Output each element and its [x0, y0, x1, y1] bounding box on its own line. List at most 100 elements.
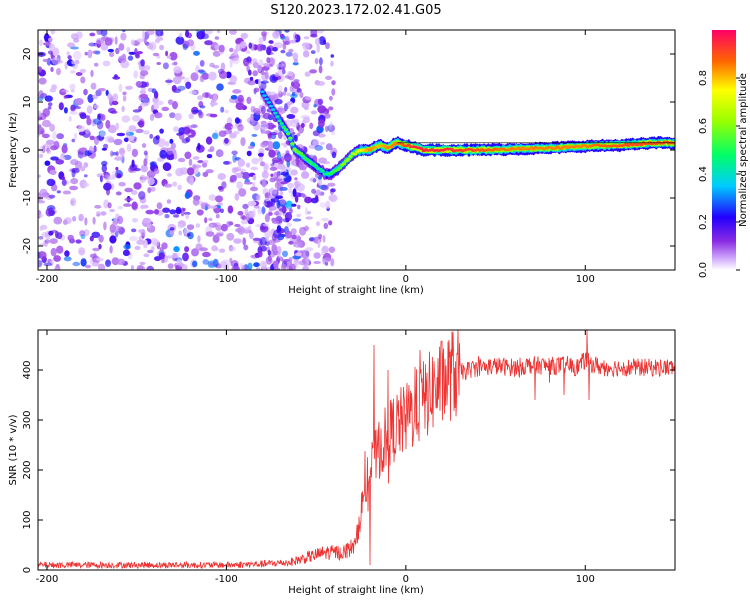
- y-tick-label: 10: [22, 96, 33, 109]
- noise-blob: [166, 55, 172, 59]
- noise-blob: [322, 39, 327, 45]
- noise-blob: [288, 240, 294, 245]
- noise-blob: [241, 215, 247, 221]
- ridge-cell: [639, 143, 644, 146]
- noise-blob: [330, 258, 335, 267]
- noise-blob: [137, 265, 146, 270]
- noise-blob: [75, 72, 83, 76]
- noise-blob: [134, 48, 138, 55]
- noise-blob: [229, 58, 233, 68]
- noise-blob: [234, 193, 240, 201]
- noise-blob: [150, 246, 155, 251]
- noise-blob: [38, 174, 41, 178]
- noise-blob: [238, 188, 247, 197]
- noise-blob: [243, 77, 252, 84]
- noise-blob: [92, 216, 96, 225]
- noise-blob: [264, 70, 269, 80]
- noise-blob: [297, 235, 302, 243]
- noise-blob: [292, 62, 299, 66]
- noise-blob: [220, 223, 228, 232]
- noise-blob: [128, 125, 137, 132]
- noise-blob: [80, 234, 86, 240]
- noise-blob: [328, 220, 333, 226]
- noise-blob: [198, 111, 204, 119]
- noise-blob: [112, 220, 119, 225]
- noise-blob: [212, 132, 219, 140]
- noise-blob: [128, 135, 135, 142]
- noise-blob: [304, 71, 311, 77]
- noise-blob: [173, 152, 178, 160]
- noise-blob: [202, 251, 211, 258]
- snr-y-ticks: 0 100 200 300 400: [22, 360, 675, 573]
- noise-blob: [240, 137, 246, 147]
- noise-blob: [281, 258, 290, 263]
- noise-blob: [248, 42, 253, 49]
- noise-blob: [246, 56, 252, 64]
- noise-blob: [330, 125, 335, 131]
- noise-blob: [158, 252, 165, 260]
- noise-blob: [42, 58, 49, 63]
- noise-blob: [249, 231, 254, 240]
- noise-blob: [169, 138, 174, 144]
- noise-blob: [325, 200, 331, 209]
- noise-blob: [250, 166, 259, 171]
- noise-blob: [64, 250, 70, 257]
- noise-blob: [97, 113, 101, 120]
- noise-blob: [293, 79, 300, 83]
- noise-blob: [153, 239, 160, 247]
- noise-blob: [252, 182, 256, 188]
- colorbar-label: Normalized spectral amplitude: [738, 73, 749, 227]
- noise-blob: [311, 188, 317, 194]
- noise-blob: [215, 214, 220, 219]
- noise-blob: [44, 160, 51, 166]
- ridge-cell: [419, 147, 424, 150]
- noise-blob: [78, 213, 84, 222]
- noise-blob: [139, 93, 149, 99]
- ridge-cell: [352, 152, 358, 156]
- noise-blob: [50, 156, 59, 161]
- noise-blob: [123, 244, 131, 250]
- noise-blob: [118, 55, 127, 63]
- noise-blob: [183, 126, 191, 135]
- noise-blob: [177, 262, 184, 268]
- noise-blob: [260, 141, 268, 148]
- noise-blob: [262, 63, 270, 66]
- ridge-cell: [285, 132, 291, 136]
- noise-blob: [280, 171, 289, 176]
- noise-blob: [252, 237, 261, 241]
- noise-blob: [186, 39, 195, 47]
- noise-blob: [277, 164, 286, 170]
- noise-blob: [224, 122, 234, 131]
- noise-blob: [140, 59, 145, 67]
- noise-blob: [184, 192, 191, 199]
- noise-blob: [269, 91, 276, 96]
- noise-blob: [147, 187, 152, 194]
- noise-blob: [183, 227, 188, 237]
- noise-blob: [197, 235, 201, 243]
- noise-blob: [230, 95, 238, 100]
- noise-blob: [308, 144, 315, 149]
- noise-blob: [109, 235, 117, 244]
- ridge-cell: [279, 122, 284, 125]
- noise-blob: [300, 123, 305, 128]
- noise-blob: [274, 267, 280, 270]
- noise-blob: [98, 234, 104, 243]
- noise-blob: [139, 261, 146, 266]
- noise-blob: [95, 211, 101, 215]
- noise-blob: [232, 57, 240, 65]
- noise-blob: [123, 137, 129, 143]
- x-tick-label: -200: [36, 274, 59, 285]
- noise-blob: [294, 194, 299, 203]
- noise-blob: [224, 137, 229, 144]
- noise-blob: [264, 213, 270, 223]
- noise-blob: [47, 50, 54, 55]
- noise-blob: [258, 59, 264, 67]
- noise-blob: [217, 202, 223, 206]
- noise-blob: [122, 95, 127, 102]
- noise-blob: [235, 43, 243, 52]
- noise-blob: [95, 89, 102, 97]
- noise-blob: [131, 228, 137, 233]
- noise-blob: [109, 96, 114, 103]
- noise-blob: [141, 143, 147, 148]
